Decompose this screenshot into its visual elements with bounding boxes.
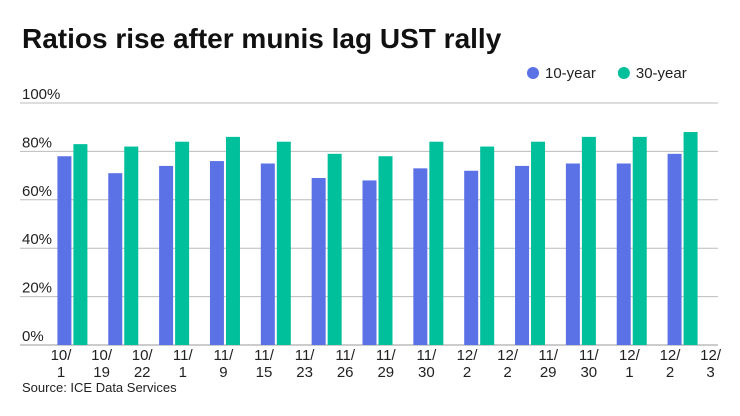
- bar: [581, 136, 596, 345]
- y-tick-label: 0%: [22, 328, 44, 345]
- bar: [209, 161, 224, 345]
- y-tick-label: 100%: [22, 86, 60, 103]
- x-tick-label: 11/ 29: [375, 347, 396, 381]
- bar: [616, 163, 631, 345]
- x-tick-label: 10/ 19: [91, 347, 113, 381]
- bar: [515, 165, 530, 345]
- legend-swatch: [617, 67, 630, 79]
- x-tick-label: 11/ 30: [416, 347, 437, 381]
- y-tick-label: 40%: [22, 231, 52, 248]
- x-tick-label: 11/ 26: [335, 347, 356, 381]
- bar: [531, 141, 546, 345]
- legend-label: 10-year: [545, 65, 596, 82]
- x-tick-label: 12/ 2: [659, 347, 681, 381]
- source: Source: ICE Data Services: [22, 380, 177, 395]
- x-tick-label: 12/ 3: [700, 347, 722, 381]
- bar: [464, 170, 479, 345]
- bar: [565, 163, 580, 345]
- bar: [413, 168, 428, 345]
- bar: [57, 156, 72, 345]
- legend-swatch: [527, 67, 539, 79]
- bar: [260, 163, 275, 345]
- y-tick-label: 60%: [22, 183, 52, 200]
- bar: [124, 146, 139, 345]
- bar: [632, 136, 647, 345]
- x-tick-label: 12/ 1: [618, 347, 640, 381]
- x-tick-label: 11/ 15: [254, 347, 274, 381]
- x-tick-label: 11/ 1: [172, 347, 193, 381]
- x-tick-label: 11/ 23: [294, 347, 315, 381]
- x-tick-label: 12/ 2: [497, 347, 519, 381]
- bar: [362, 180, 377, 345]
- x-tick-label: 11/ 9: [213, 347, 234, 381]
- x-tick-label: 12/ 2: [456, 347, 478, 381]
- bar: [108, 173, 123, 345]
- y-tick-label: 80%: [22, 134, 52, 151]
- bar: [276, 141, 291, 345]
- bar: [225, 136, 240, 345]
- x-tick-label: 10/ 22: [131, 347, 153, 381]
- bar: [683, 132, 698, 345]
- bar: [175, 141, 190, 345]
- x-tick-label: 11/ 30: [578, 347, 599, 381]
- bar: [378, 156, 393, 345]
- bar: [311, 178, 326, 345]
- x-tick-label: 10/ 1: [50, 347, 72, 381]
- x-tick-label: 11/ 29: [538, 347, 559, 381]
- chart-title: Ratios rise after munis lag UST rally: [22, 23, 502, 54]
- legend-label: 30-year: [636, 65, 687, 82]
- bar: [327, 153, 342, 345]
- bar: [480, 146, 495, 345]
- y-tick-label: 20%: [22, 280, 52, 297]
- bar: [73, 144, 88, 345]
- bar: [429, 141, 444, 345]
- bar: [159, 165, 174, 345]
- bar: [667, 153, 682, 345]
